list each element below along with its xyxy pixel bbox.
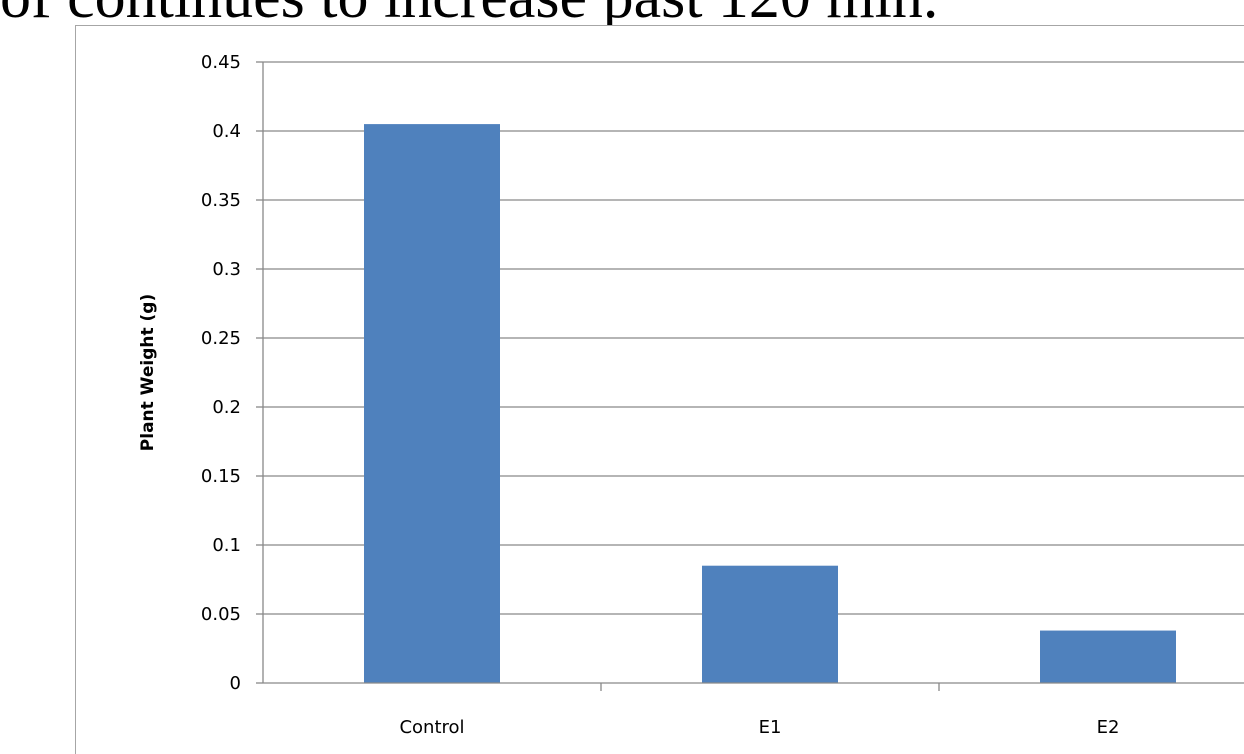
y-tick-label: 0.15	[201, 466, 241, 487]
y-tick-label: 0.1	[212, 535, 241, 556]
y-tick-label: 0.4	[212, 121, 241, 142]
bar-e2	[1040, 631, 1176, 683]
y-tick-label: 0.45	[201, 52, 241, 73]
y-tick-label: 0.35	[201, 190, 241, 211]
y-tick-label: 0.2	[212, 397, 241, 418]
y-tick-label: 0.3	[212, 259, 241, 280]
x-tick-label: E1	[759, 717, 782, 738]
x-tick-label: Control	[399, 717, 464, 738]
y-tick-label: 0	[230, 673, 241, 694]
tick-labels: 0 0.05 0.1 0.15 0.2 0.25 0.3 0.35 0.4 0.45 Control…	[201, 52, 1119, 738]
bar-control	[364, 124, 500, 683]
bar-e1	[702, 566, 838, 683]
y-axis-label: Plant Weight (g)	[138, 294, 158, 451]
bars	[364, 124, 1176, 683]
y-tick-label: 0.05	[201, 604, 241, 625]
x-tick-label: E2	[1097, 717, 1120, 738]
y-tick-label: 0.25	[201, 328, 241, 349]
